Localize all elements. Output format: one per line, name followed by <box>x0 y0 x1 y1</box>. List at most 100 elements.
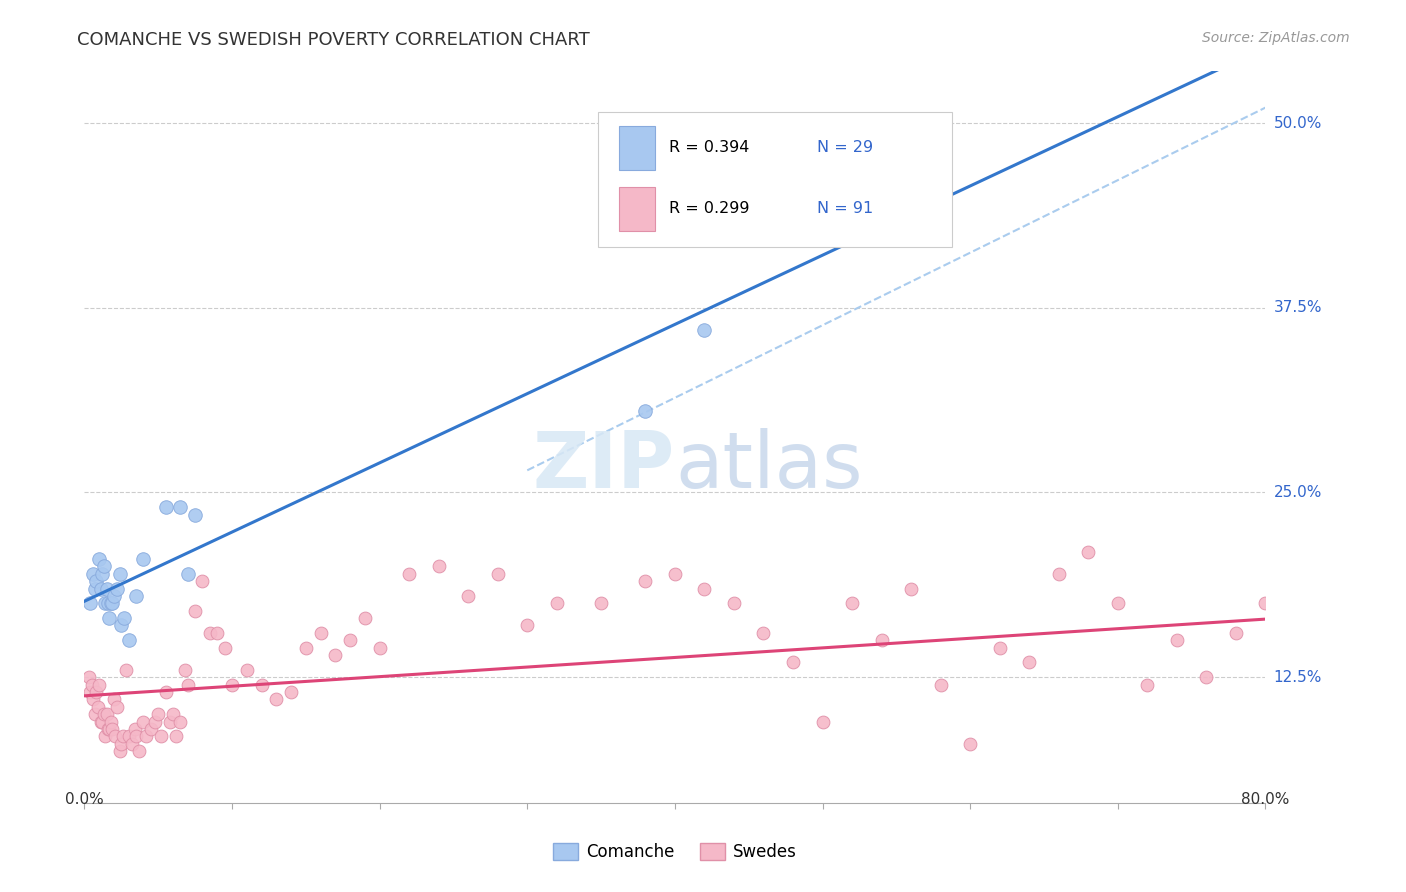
Point <box>368 640 391 655</box>
Point <box>165 729 187 743</box>
Point <box>121 737 143 751</box>
Point <box>108 566 131 581</box>
Point <box>723 596 745 610</box>
Text: ZIP: ZIP <box>533 428 675 504</box>
Point <box>1299 759 1322 773</box>
Point <box>1166 633 1188 648</box>
Point <box>82 566 104 581</box>
Text: 50.0%: 50.0% <box>1274 116 1322 130</box>
Text: Source: ZipAtlas.com: Source: ZipAtlas.com <box>1202 31 1350 45</box>
Text: R = 0.299: R = 0.299 <box>669 202 749 216</box>
Point <box>988 640 1011 655</box>
Point <box>693 582 716 596</box>
Point <box>207 625 229 640</box>
Point <box>135 729 157 743</box>
Point <box>173 663 195 677</box>
Point <box>90 582 112 596</box>
Text: COMANCHE VS SWEDISH POVERTY CORRELATION CHART: COMANCHE VS SWEDISH POVERTY CORRELATION … <box>77 31 591 49</box>
Point <box>84 574 107 589</box>
Point <box>94 596 117 610</box>
Point <box>1195 670 1218 684</box>
Point <box>86 699 108 714</box>
Point <box>94 729 117 743</box>
Point <box>752 625 775 640</box>
Point <box>634 404 657 418</box>
Point <box>97 596 120 610</box>
Point <box>693 323 716 337</box>
Point <box>516 618 538 632</box>
Point <box>87 552 111 566</box>
Point <box>169 500 191 515</box>
Point <box>128 744 150 758</box>
FancyBboxPatch shape <box>598 112 952 247</box>
Point <box>198 625 221 640</box>
Point <box>929 677 952 691</box>
Text: 80.0%: 80.0% <box>1241 792 1289 807</box>
Point <box>143 714 166 729</box>
Point <box>280 685 302 699</box>
Point <box>325 648 347 662</box>
Point <box>125 729 148 743</box>
Point <box>309 625 332 640</box>
Point <box>184 604 207 618</box>
Point <box>155 685 177 699</box>
Text: 0.0%: 0.0% <box>65 792 104 807</box>
Point <box>90 714 112 729</box>
Point <box>96 707 118 722</box>
Point <box>87 677 111 691</box>
Text: N = 91: N = 91 <box>817 202 873 216</box>
Point <box>124 722 146 736</box>
Point <box>93 707 115 722</box>
Point <box>214 640 236 655</box>
Point <box>104 729 127 743</box>
Point <box>1254 596 1277 610</box>
Text: 25.0%: 25.0% <box>1274 485 1322 500</box>
Point <box>91 714 114 729</box>
Point <box>97 722 120 736</box>
Point <box>870 633 893 648</box>
Point <box>105 699 128 714</box>
Point <box>83 707 105 722</box>
Point <box>959 737 981 751</box>
Point <box>103 692 125 706</box>
Point <box>546 596 568 610</box>
Point <box>79 685 101 699</box>
FancyBboxPatch shape <box>620 186 655 231</box>
Point <box>110 618 132 632</box>
Point <box>108 744 131 758</box>
Point <box>1107 596 1129 610</box>
Point <box>177 677 200 691</box>
Point <box>91 566 114 581</box>
Point <box>398 566 420 581</box>
Point <box>664 566 686 581</box>
Point <box>118 729 141 743</box>
Point <box>139 722 162 736</box>
Text: 12.5%: 12.5% <box>1274 670 1322 685</box>
Text: N = 29: N = 29 <box>817 140 873 155</box>
Point <box>159 714 181 729</box>
Point <box>1018 656 1040 670</box>
Point <box>100 596 122 610</box>
Point <box>100 714 122 729</box>
Point <box>1225 625 1247 640</box>
Point <box>77 670 100 684</box>
Point <box>98 722 121 736</box>
Point <box>191 574 214 589</box>
Point <box>96 582 118 596</box>
Text: 37.5%: 37.5% <box>1274 301 1322 315</box>
Point <box>591 596 613 610</box>
Point <box>93 559 115 574</box>
Point <box>150 729 173 743</box>
Legend: Comanche, Swedes: Comanche, Swedes <box>547 836 803 868</box>
Point <box>811 714 834 729</box>
Point <box>79 596 101 610</box>
Point <box>250 677 273 691</box>
Point <box>841 596 863 610</box>
Point <box>132 552 155 566</box>
Point <box>221 677 243 691</box>
Point <box>98 611 121 625</box>
Point <box>354 611 377 625</box>
Point <box>457 589 479 603</box>
Point <box>114 663 136 677</box>
Text: atlas: atlas <box>675 428 862 504</box>
